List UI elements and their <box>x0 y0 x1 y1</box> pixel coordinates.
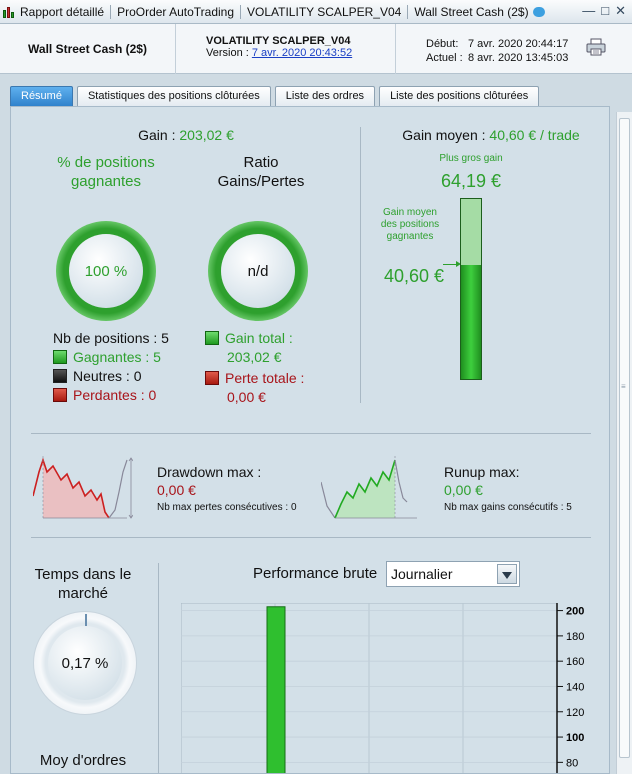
biggest-gain-label: Plus gros gain <box>439 153 503 164</box>
gain-label: Gain : <box>138 127 176 143</box>
tab-orders-list[interactable]: Liste des ordres <box>274 86 376 106</box>
drawdown-label: Drawdown max : <box>157 464 262 480</box>
y-tick-label: 80 <box>566 757 578 769</box>
performance-title: Performance brute <box>253 565 378 582</box>
title-instrument: Wall Street Cash (2$) <box>414 4 529 19</box>
max-consec-losses: Nb max pertes consécutives : 0 <box>157 502 297 513</box>
avg-gain-line: Gain moyen : 40,60 € / trade <box>371 127 609 143</box>
total-loss-value: 0,00 € <box>227 389 266 405</box>
pct-winning-title: % de positions gagnantes <box>57 154 155 190</box>
y-tick-label: 140 <box>566 681 584 693</box>
winning-count: Gagnantes : 5 <box>73 349 161 365</box>
gain-loss-totals: Gain total : 203,02 € Perte totale : 0,0… <box>205 329 304 407</box>
y-tick-label: 200 <box>566 606 584 618</box>
gain-line: Gain : 203,02 € <box>11 127 361 143</box>
y-tick-label: 100 <box>566 732 584 744</box>
title-bar: Rapport détaillé ProOrder AutoTrading VO… <box>0 0 632 24</box>
period-select[interactable]: Journalier <box>386 561 520 587</box>
green-square-icon <box>205 331 219 345</box>
strategy-name: VOLATILITY SCALPER_V04 <box>206 35 351 47</box>
tab-summary[interactable]: Résumé <box>10 86 73 106</box>
market-time-value: 0,17 % <box>48 626 122 700</box>
position-counts: Nb de positions : 5 Gagnantes : 5 Neutre… <box>53 329 169 405</box>
tab-closed-positions-list[interactable]: Liste des positions clôturées <box>379 86 540 106</box>
drawdown-sparkline <box>33 456 133 519</box>
pct-winning-value: 100 % <box>69 234 143 308</box>
green-square-icon <box>53 350 67 364</box>
title-report: Rapport détaillé <box>20 4 105 19</box>
grip-icon: ≡ <box>621 382 626 391</box>
total-gain-label: Gain total : <box>225 330 293 346</box>
version-label: Version : <box>206 47 249 59</box>
chat-icon[interactable] <box>532 6 545 17</box>
gain-level-bar <box>460 198 482 380</box>
vertical-scrollbar[interactable]: ≡ <box>616 112 632 774</box>
y-tick-label: 120 <box>566 707 584 719</box>
avg-win-value: 40,60 € <box>383 266 445 286</box>
ratio-gauge: n/d <box>208 221 308 321</box>
version-link[interactable]: 7 avr. 2020 20:43:52 <box>251 47 353 59</box>
y-tick-label: 180 <box>566 631 584 643</box>
neutral-count: Neutres : 0 <box>73 368 142 384</box>
ratio-value: n/d <box>221 234 295 308</box>
performance-bar <box>266 606 286 773</box>
chevron-down-icon[interactable] <box>497 564 517 584</box>
avg-orders-title: Moy d'ordres <box>39 752 127 769</box>
maximize-icon[interactable]: □ <box>601 3 610 18</box>
tab-closed-positions-stats[interactable]: Statistiques des positions clôturées <box>76 86 271 106</box>
report-header: Wall Street Cash (2$) VOLATILITY SCALPER… <box>0 24 632 74</box>
start-label: Début: <box>426 38 459 50</box>
pct-winning-gauge: 100 % <box>56 221 156 321</box>
biggest-gain-value: 64,19 € <box>440 171 502 191</box>
gain-value: 203,02 € <box>179 127 234 143</box>
market-time-gauge: 0,17 % <box>33 611 137 715</box>
minimize-icon[interactable]: — <box>582 3 596 18</box>
black-square-icon <box>53 369 67 383</box>
current-label: Actuel : <box>426 52 463 64</box>
performance-chart: 200 180 160 140 120 100 80 <box>181 603 584 773</box>
summary-panel: Gain : 203,02 € % de positions gagnantes… <box>10 106 610 774</box>
drawdown-info: Drawdown max : 0,00 € Nb max pertes cons… <box>157 463 297 517</box>
runup-label: Runup max: <box>444 464 520 480</box>
avg-win-arrow-icon <box>443 261 461 267</box>
losing-count: Perdantes : 0 <box>73 387 157 403</box>
total-loss-label: Perte totale : <box>225 370 305 386</box>
candlestick-app-icon <box>2 4 18 20</box>
period-select-value: Journalier <box>391 566 453 582</box>
strategy-info: VOLATILITY SCALPER_V04 Version : 7 avr. … <box>176 24 396 74</box>
title-strategy: VOLATILITY SCALPER_V04 <box>247 4 402 19</box>
red-square-icon <box>205 371 219 385</box>
runup-info: Runup max: 0,00 € Nb max gains consécuti… <box>444 463 572 517</box>
runup-value: 0,00 € <box>444 482 483 498</box>
avg-win-label: Gain moyen des positions gagnantes <box>380 207 440 242</box>
avg-win-bar-fill <box>461 265 481 379</box>
max-consec-gains: Nb max gains consécutifs : 5 <box>444 502 572 513</box>
avg-gain-label: Gain moyen : <box>402 127 486 143</box>
current-value: 8 avr. 2020 13:45:03 <box>468 52 569 64</box>
tab-bar: Résumé Statistiques des positions clôtur… <box>10 86 540 106</box>
avg-gain-value: 40,60 € / trade <box>489 127 580 143</box>
close-icon[interactable]: ✕ <box>615 3 626 18</box>
scrollbar-thumb[interactable] <box>619 118 630 758</box>
instrument-name: Wall Street Cash (2$) <box>0 24 176 74</box>
total-gain-value: 203,02 € <box>227 349 282 365</box>
ratio-title: Ratio Gains/Pertes <box>217 154 305 190</box>
printer-icon[interactable] <box>586 38 606 56</box>
runup-sparkline <box>321 456 417 519</box>
y-tick-label: 160 <box>566 656 584 668</box>
market-time-title: Temps dans le marché <box>34 566 132 602</box>
nb-positions: Nb de positions : 5 <box>53 330 169 346</box>
title-prorder: ProOrder AutoTrading <box>117 4 235 19</box>
red-square-icon <box>53 388 67 402</box>
time-info: Début: 7 avr. 2020 20:44:17 Actuel : 8 avr… <box>396 24 632 74</box>
drawdown-value: 0,00 € <box>157 482 196 498</box>
start-value: 7 avr. 2020 20:44:17 <box>468 38 569 50</box>
